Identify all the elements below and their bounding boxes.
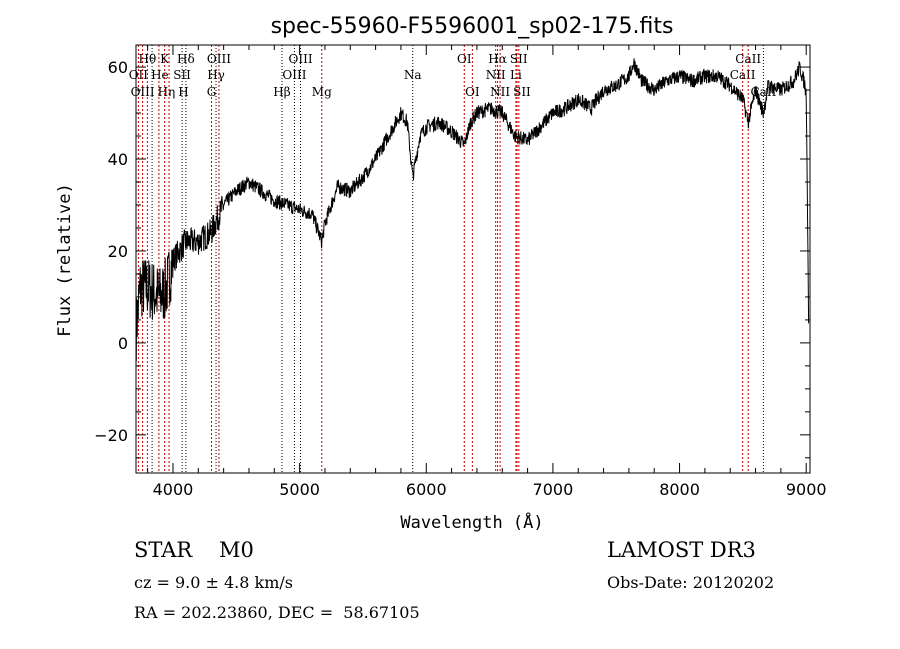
spectral-line-label: OIII: [207, 52, 231, 66]
spectral-line-label: OIII: [282, 68, 306, 82]
spectral-line-label: Hα: [488, 52, 507, 66]
x-tick-label: 9000: [786, 480, 827, 499]
spectral-line-label: SII: [513, 85, 531, 99]
survey-label: LAMOST DR3: [607, 538, 756, 562]
spectral-line-label: K: [160, 52, 170, 66]
spectral-line-label: CaII: [730, 68, 756, 82]
y-tick-label: 60: [108, 58, 128, 77]
spectral-line-label: He: [151, 68, 169, 82]
spectral-line-label: Na: [404, 68, 422, 82]
chart-title: spec-55960-F5596001_sp02-175.fits: [271, 14, 674, 39]
spectral-line-label: OIII: [289, 52, 313, 66]
x-tick-label: 5000: [279, 480, 320, 499]
spectral-line-label: Li: [510, 68, 522, 82]
object-class: STAR M0: [134, 538, 254, 562]
spectral-line-label: Hγ: [207, 68, 225, 82]
y-tick-label: −20: [94, 426, 128, 445]
class-label: STAR: [134, 538, 193, 562]
spectral-line-label: NII: [490, 85, 510, 99]
spectral-line-label: OIII: [131, 85, 155, 99]
spectral-line-label: G: [207, 85, 217, 99]
y-tick-label: 0: [118, 334, 128, 353]
redshift-label: cz = 9.0 ± 4.8 km/s: [134, 573, 293, 592]
subclass-label: M0: [218, 538, 254, 562]
y-axis-label: Flux (relative): [55, 183, 75, 337]
x-tick-label: 8000: [659, 480, 700, 499]
x-tick-label: 4000: [153, 480, 194, 499]
spectral-line-label: CaII: [735, 52, 761, 66]
coordinates-label: RA = 202.23860, DEC = 58.67105: [134, 603, 420, 622]
y-tick-label: 20: [108, 242, 128, 261]
x-tick-label: 6000: [406, 480, 447, 499]
spectral-line-label: OI: [457, 52, 472, 66]
spectrum-line: [135, 58, 810, 362]
spectral-line-label: SII: [173, 68, 191, 82]
obs-date-label: Obs-Date: 20120202: [607, 573, 775, 592]
spectral-line-label: Mg: [312, 85, 332, 99]
spectral-line-label: Hδ: [177, 52, 195, 66]
spectral-line-label: NII: [486, 68, 506, 82]
spectral-line-label: Hη: [158, 85, 176, 99]
spectral-line-label: Hβ: [273, 85, 290, 99]
spectral-line-label: Hθ: [139, 52, 157, 66]
spectral-line-label: OII: [129, 68, 149, 82]
x-tick-label: 7000: [533, 480, 574, 499]
y-tick-label: 40: [108, 150, 128, 169]
spectral-line-label: OI: [465, 85, 480, 99]
plot-frame: [135, 44, 811, 474]
x-axis-label: Wavelength (Å): [400, 511, 543, 533]
spectral-line-label: H: [178, 85, 188, 99]
